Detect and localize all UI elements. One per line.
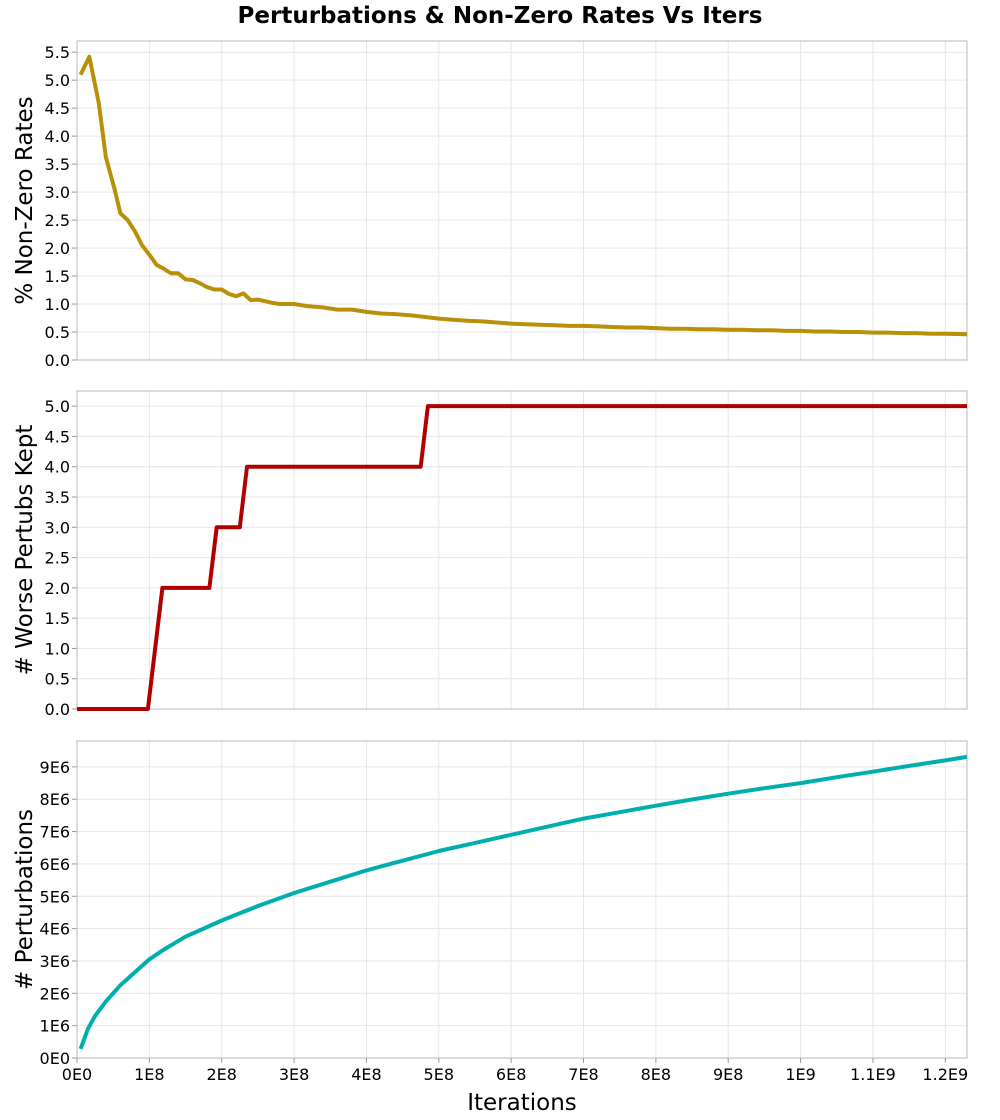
x-tick-label: 6E8	[496, 1065, 526, 1084]
plot-area	[76, 740, 968, 1059]
x-tick-label: 1.1E9	[850, 1065, 896, 1084]
plot-area	[76, 390, 968, 710]
y-tick-label: 3E6	[40, 952, 70, 971]
x-tick-label: 2E8	[206, 1065, 236, 1084]
plot-area	[76, 40, 968, 361]
panel-perturbations: 0E0 1E6 2E6 3E6 4E6 5E6 6E6 7E6 8E6 9E6 # Perturba…	[12, 740, 968, 1068]
chart-title: Perturbations & Non-Zero Rates Vs Iters	[238, 3, 763, 29]
y-tick-label: 0.0	[45, 351, 70, 370]
y-tick-label: 5.0	[45, 397, 70, 416]
y-tick-label: 0.5	[45, 670, 70, 689]
y-tick-label: 5.5	[45, 43, 70, 62]
plot-border	[76, 740, 968, 1059]
x-tick-label: 8E8	[641, 1065, 671, 1084]
y-tick-label: 3.0	[45, 518, 70, 537]
y-tick-label: 1.5	[45, 267, 70, 286]
series-line	[77, 404, 967, 711]
x-tick-label: 1.2E9	[922, 1065, 968, 1084]
series-line	[78, 54, 968, 337]
x-tick-label: 3E8	[279, 1065, 309, 1084]
y-tick-label: 2.5	[45, 549, 70, 568]
x-axis-tick-labels: 0E0 1E8 2E8 3E8 4E8 5E8 6E8 7E8 8E8 9E8 1E9 1.1E9 1.…	[62, 1058, 968, 1084]
y-tick-label: 4.5	[45, 99, 70, 118]
x-axis-label: Iterations	[467, 1090, 577, 1116]
y-tick-label: 2.5	[45, 211, 70, 230]
x-tick-label: 9E8	[713, 1065, 743, 1084]
plot-border	[76, 40, 968, 361]
y-tick-label: 0.0	[45, 700, 70, 719]
y-tick-label: 3.0	[45, 183, 70, 202]
y-tick-label: 1.0	[45, 295, 70, 314]
y-tick-label: 3.5	[45, 488, 70, 507]
panel-worse-pertubs-kept: 0.0 0.5 1.0 1.5 2.0 2.5 3.0 3.5 4.0 4.5 5.0 # Worse…	[12, 390, 968, 719]
y-axis-label: # Perturbations	[12, 809, 38, 990]
x-tick-label: 4E8	[351, 1065, 381, 1084]
y-axis-label: # Worse Pertubs Kept	[12, 425, 38, 676]
y-tick-label: 2.0	[45, 239, 70, 258]
x-tick-label: 5E8	[424, 1065, 454, 1084]
y-tick-label: 9E6	[40, 758, 70, 777]
y-tick-label: 6E6	[40, 855, 70, 874]
plot-border	[76, 390, 968, 710]
y-tick-label: 5E6	[40, 887, 70, 906]
y-tick-label: 3.5	[45, 155, 70, 174]
y-tick-label: 4E6	[40, 920, 70, 939]
panel-non-zero-rates: 0.0 0.5 1.0 1.5 2.0 2.5 3.0 3.5 4.0 4.5 5.0 5.5 % No…	[12, 40, 968, 370]
y-tick-label: 2E6	[40, 984, 70, 1003]
y-tick-label: 0E0	[40, 1049, 70, 1068]
y-tick-label: 0.5	[45, 323, 70, 342]
y-tick-label: 1E6	[40, 1017, 70, 1036]
y-tick-label: 2.0	[45, 579, 70, 598]
x-tick-label: 7E8	[568, 1065, 598, 1084]
y-tick-label: 7E6	[40, 823, 70, 842]
y-tick-label: 1.0	[45, 639, 70, 658]
x-tick-label: 0E0	[62, 1065, 92, 1084]
y-tick-label: 5.0	[45, 71, 70, 90]
x-tick-label: 1E8	[134, 1065, 164, 1084]
y-tick-label: 4.5	[45, 427, 70, 446]
series-line	[78, 754, 968, 1050]
x-tick-label: 1E9	[785, 1065, 815, 1084]
y-tick-label: 8E6	[40, 790, 70, 809]
y-tick-label: 4.0	[45, 127, 70, 146]
y-axis-label: % Non-Zero Rates	[12, 96, 38, 304]
y-tick-label: 4.0	[45, 458, 70, 477]
y-tick-label: 1.5	[45, 609, 70, 628]
